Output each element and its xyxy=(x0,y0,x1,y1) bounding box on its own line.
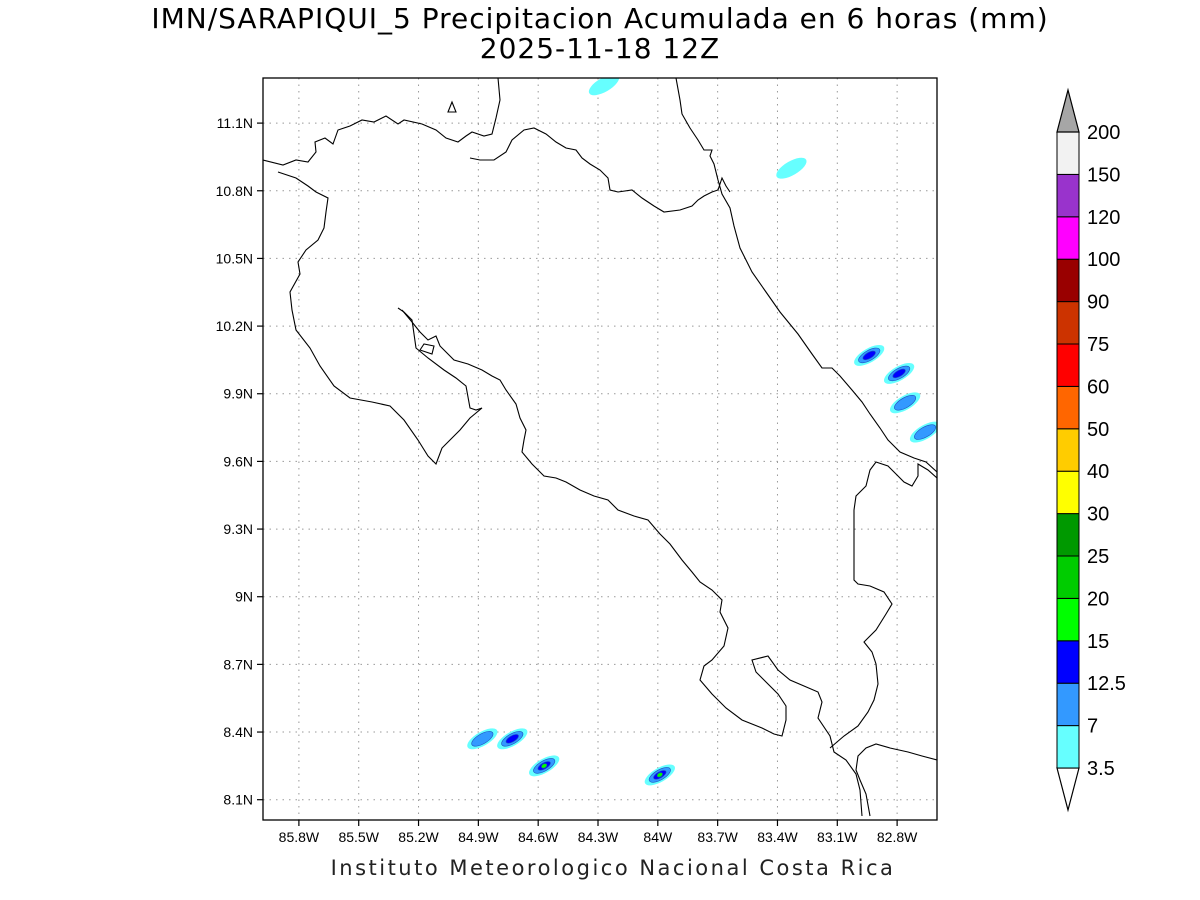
rain-contour xyxy=(862,350,876,361)
map-axes: 85.8W 85.5W 85.2W 84.9W 84.6W 84.3W 84W 83.7W 83… xyxy=(216,115,918,845)
lat-tick-label: 9.3N xyxy=(223,521,253,537)
pacific-coast xyxy=(263,78,501,166)
lon-tick-label: 82.8W xyxy=(877,829,918,845)
colorbar-swatch xyxy=(1056,216,1080,260)
rainfall-contours xyxy=(467,78,937,786)
rain-cell xyxy=(497,728,528,750)
lat-tick-label: 10.8N xyxy=(216,183,253,199)
colorbar-min-arrow xyxy=(1056,767,1080,813)
rain-contour xyxy=(894,395,917,411)
map-title: IMN/SARAPIQUI_5 Precipitacion Acumulada … xyxy=(151,2,1049,35)
rain-cell xyxy=(883,363,915,384)
panama-border xyxy=(829,461,937,749)
rain-contour xyxy=(892,368,906,379)
colorbar-label: 150 xyxy=(1087,164,1120,186)
gulf-of-nicoya-coast xyxy=(401,309,863,817)
lat-tick-label: 11.1N xyxy=(217,115,253,131)
lat-tick-label: 8.4N xyxy=(223,724,253,740)
colorbar-swatch xyxy=(1056,470,1080,515)
map-subtitle: 2025-11-18 12Z xyxy=(479,32,721,65)
burica-peninsula xyxy=(855,743,937,817)
colorbar-swatch xyxy=(1056,597,1080,642)
nicoya-peninsula xyxy=(277,171,483,465)
colorbar-swatch xyxy=(1056,725,1080,769)
caribbean-coast xyxy=(675,78,937,473)
lon-tick-label: 84.6W xyxy=(518,829,559,845)
lon-tick-label: 83.1W xyxy=(817,829,858,845)
rain-cell xyxy=(854,344,885,366)
colorbar-label: 40 xyxy=(1087,461,1109,483)
colorbar-label: 200 xyxy=(1087,122,1120,144)
colorbar-label: 60 xyxy=(1087,376,1109,398)
rain-cell xyxy=(644,764,675,786)
lat-tick-label: 9.6N xyxy=(223,453,253,469)
chira-island xyxy=(419,343,435,355)
map-frame xyxy=(262,77,938,821)
rain-contour xyxy=(776,157,807,179)
colorbar-label: 30 xyxy=(1087,504,1109,526)
lat-tick-label: 10.5N xyxy=(216,250,253,266)
colorbar-label: 7 xyxy=(1087,716,1098,738)
colorbar-swatch xyxy=(1056,682,1080,727)
ometepe-island xyxy=(447,100,457,113)
rain-contour xyxy=(505,734,519,744)
lat-tick-label: 9N xyxy=(235,589,253,605)
lon-tick-label: 84.3W xyxy=(578,829,619,845)
rain-cell xyxy=(588,78,620,96)
colorbar-label: 100 xyxy=(1087,249,1120,271)
lat-tick-label: 8.7N xyxy=(223,656,253,672)
lat-tick-label: 8.1N xyxy=(223,792,253,808)
precipitation-colorbar: 3.5 7 12.5 15 20 25 30 40 50 60 75 90 100 120 150 200 xyxy=(1056,87,1126,813)
colorbar-swatch xyxy=(1056,385,1080,430)
colorbar-label: 3.5 xyxy=(1087,758,1115,780)
lon-tick-label: 83.7W xyxy=(697,829,738,845)
rain-contour xyxy=(541,763,548,769)
lon-tick-label: 85.5W xyxy=(338,829,379,845)
rain-contour xyxy=(656,772,663,778)
coastline-borders xyxy=(263,78,937,817)
colorbar-swatch xyxy=(1056,343,1080,387)
colorbar-max-arrow xyxy=(1056,87,1080,133)
colorbar-swatch xyxy=(1056,555,1080,599)
lat-tick-label: 9.9N xyxy=(223,386,253,402)
colorbar-swatch xyxy=(1056,258,1080,303)
lon-tick-label: 84W xyxy=(643,829,673,845)
rain-contour xyxy=(471,731,494,747)
rain-cell xyxy=(889,392,921,414)
rain-contour xyxy=(914,424,937,440)
colorbar-label: 90 xyxy=(1087,292,1109,314)
colorbar-swatch xyxy=(1056,428,1080,472)
colorbar-swatch xyxy=(1056,640,1080,684)
san-juan-river-border xyxy=(469,127,731,213)
rain-cell xyxy=(776,157,807,179)
lon-tick-label: 84.9W xyxy=(458,829,499,845)
lon-tick-label: 83.4W xyxy=(757,829,798,845)
colorbar-label: 50 xyxy=(1087,419,1109,441)
colorbar-swatch xyxy=(1056,513,1080,557)
colorbar-label: 15 xyxy=(1087,631,1109,653)
institution-credit: Instituto Meteorologico Nacional Costa R… xyxy=(330,856,896,880)
colorbar-swatch xyxy=(1056,301,1080,345)
rain-cell xyxy=(529,755,560,777)
rain-cell xyxy=(909,421,937,443)
colorbar-label: 120 xyxy=(1087,207,1120,229)
colorbar-label: 75 xyxy=(1087,334,1109,356)
map-graticule xyxy=(263,78,937,820)
rain-cell xyxy=(467,728,498,750)
colorbar-label: 25 xyxy=(1087,546,1109,568)
lon-tick-label: 85.2W xyxy=(398,829,439,845)
colorbar-label: 12.5 xyxy=(1087,673,1126,695)
colorbar-label: 20 xyxy=(1087,588,1109,610)
colorbar-swatch xyxy=(1056,131,1080,175)
rain-contour xyxy=(588,78,620,96)
colorbar-swatch xyxy=(1056,173,1080,218)
lon-tick-label: 85.8W xyxy=(279,829,320,845)
lat-tick-label: 10.2N xyxy=(216,318,253,334)
